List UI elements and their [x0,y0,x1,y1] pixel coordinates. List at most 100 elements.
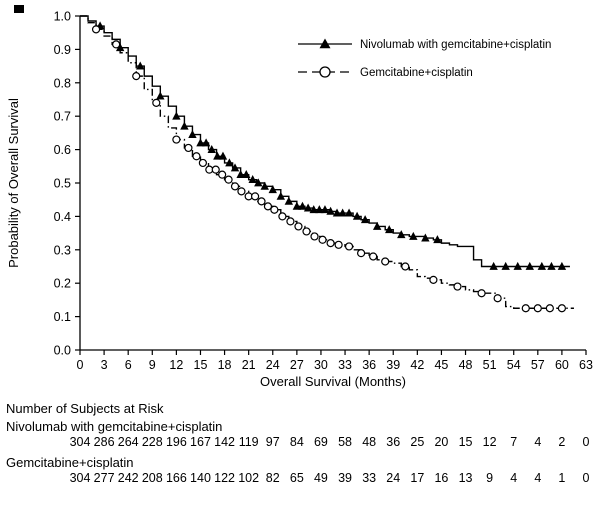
censor-triangle-marker [180,121,189,130]
censor-triangle-marker [284,196,294,205]
risk-count: 304 [69,471,91,485]
y-tick-label: 0.9 [54,43,71,57]
censor-triangle-marker [433,235,442,244]
x-tick-label: 48 [459,358,473,372]
censor-triangle-marker [254,178,263,187]
censor-circle-marker [521,304,530,313]
censor-triangle-marker [260,181,269,190]
x-tick-label: 45 [434,358,448,372]
risk-count: 84 [289,435,304,449]
risk-count: 142 [214,435,235,449]
risk-count: 15 [458,435,473,449]
y-tick-label: 1.0 [54,10,71,24]
censor-triangle-marker [557,261,567,270]
x-tick-label: 42 [410,358,424,372]
censor-triangle-marker [213,151,222,160]
risk-group-nivolumab: Nivolumab with gemcitabine+cisplatin 304… [0,419,606,452]
censor-circle-marker [270,205,279,214]
risk-row-label-gemcitabine: Gemcitabine+cisplatin [6,455,134,470]
x-tick-label: 18 [218,358,232,372]
risk-count: 167 [190,435,211,449]
risk-count: 4 [510,471,518,485]
x-tick-label: 33 [338,358,352,372]
risk-count: 20 [434,435,449,449]
risk-count: 58 [338,435,352,449]
survival-chart-area: 0.0 0.1 0.2 0.3 0.4 0.5 0.6 0.7 0.8 0.9 1.0 0 3 6 9 12 1… [6,10,593,390]
risk-count: 25 [410,435,425,449]
y-tick-label: 0.1 [54,310,71,324]
censor-triangle-marker [201,138,211,147]
risk-count: 277 [93,471,115,485]
censor-triangle-marker [332,208,342,217]
censor-circle-marker [557,304,567,313]
risk-count: 13 [458,471,473,485]
censor-triangle-marker [292,201,302,210]
censor-triangle-marker [315,205,324,214]
risk-count: 65 [289,471,304,485]
risk-count: 17 [410,471,425,485]
legend-triangle-marker [319,38,331,49]
censor-circle-marker [237,187,246,196]
censor-circle-marker [294,222,303,231]
x-tick-label: 27 [290,358,304,372]
censor-triangle-marker [136,61,145,70]
x-tick-label: 63 [579,358,593,372]
risk-count: 16 [434,471,449,485]
x-tick-label: 60 [555,358,569,372]
risk-count: 122 [214,471,235,485]
legend-entry-nivolumab: Nivolumab with gemcitabine+cisplatin [298,38,551,51]
risk-count: 304 [69,435,91,449]
x-tick-label: 51 [483,358,497,372]
x-tick-label: 54 [507,358,521,372]
censor-triangle-marker [242,170,251,179]
censor-circle-marker [224,175,233,184]
x-axis-title: Overall Survival (Months) [260,374,406,389]
censor-triangle-marker [298,201,307,210]
censor-triangle-marker [188,129,197,138]
censor-triangle-marker [352,211,362,220]
risk-count: 12 [482,435,497,449]
censor-circle-marker [286,217,295,226]
censor-circle-marker [401,262,410,271]
risk-row-counts-nivolumab: 304 286 264 228 196 167 142 119 97 84 69 58 48 36 25 20… [0,435,606,452]
legend-label: Gemcitabine+cisplatin [360,67,473,79]
censor-circle-marker [278,212,287,221]
censor-circle-marker [334,240,343,249]
censor-circle-marker [230,182,240,191]
y-tick-label: 0.5 [54,177,71,191]
censor-circle-marker [250,192,260,201]
risk-count: 228 [141,435,163,449]
censor-circle-marker [184,143,193,153]
risk-count: 242 [117,471,139,485]
y-tick-label: 0.8 [54,76,71,90]
censor-triangle-marker [115,43,125,52]
risk-count: 24 [386,471,401,485]
censor-triangle-marker [225,158,234,167]
gemcitabine-curve [80,15,574,309]
risk-count: 4 [534,435,542,449]
risk-count: 264 [117,435,139,449]
number-at-risk-table: Number of Subjects at Risk Nivolumab wit… [0,398,606,488]
risk-count: 0 [582,435,590,449]
legend-circle-marker [319,66,331,78]
censor-triangle-marker [525,261,534,270]
x-tick-label: 39 [386,358,400,372]
legend-label: Nivolumab with gemcitabine+cisplatin [360,39,551,51]
y-tick-label: 0.2 [54,277,71,291]
censor-triangle-marker [230,163,240,172]
risk-count: 69 [313,435,328,449]
y-tick-label: 0.3 [54,243,71,257]
risk-count: 1 [558,471,566,485]
censor-circle-marker [172,135,181,144]
risk-count: 2 [558,435,566,449]
risk-count: 102 [238,471,260,485]
censor-circle-marker [112,40,121,49]
x-tick-label: 36 [362,358,376,372]
risk-count: 208 [141,471,163,485]
censor-triangle-marker [156,91,165,100]
censor-circle-marker [357,249,366,258]
censor-triangle-marker [218,151,228,160]
risk-row-label-nivolumab: Nivolumab with gemcitabine+cisplatin [6,419,223,434]
x-tick-label: 24 [266,358,280,372]
censor-triangle-marker [268,185,277,194]
